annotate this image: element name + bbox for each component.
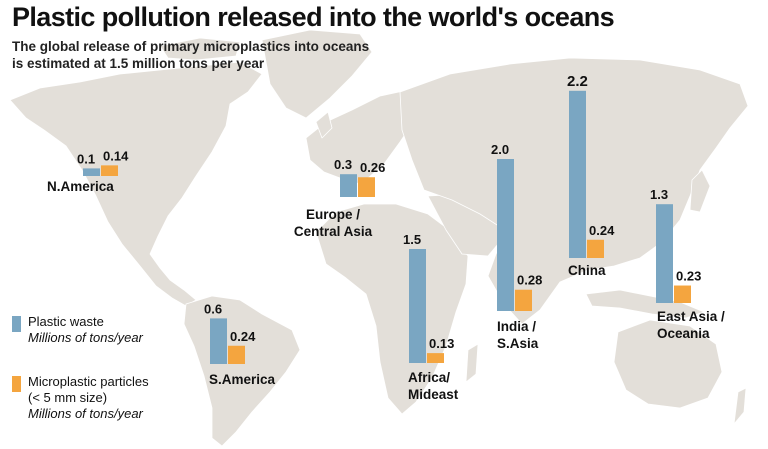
data-label-microplastic: 0.26 [360,160,385,175]
region-label-line: Mideast [408,387,459,402]
map-arctic-islands [159,37,241,61]
chart-title: Plastic pollution released into the worl… [12,2,615,32]
bar-microplastic [674,285,691,303]
legend-unit: Millions of tons/year [28,330,143,345]
bar-plastic-waste [656,204,673,303]
data-label-plastic-waste: 0.6 [204,301,222,316]
data-label-plastic-waste: 0.3 [334,157,352,172]
legend-swatch-microplastic [12,376,21,392]
legend-plastic-waste: Plastic waste Millions of tons/year [12,314,212,348]
region-label-india: India / S.Asia [497,318,538,352]
bar-plastic-waste [497,159,514,311]
bar-plastic-waste [210,318,227,364]
data-label-plastic-waste: 0.1 [77,151,95,166]
data-label-microplastic: 0.14 [103,148,129,163]
map-uk [315,111,333,139]
map-australia [613,319,723,409]
bar-microplastic [587,239,604,258]
region-label-line: East Asia / [657,309,725,324]
data-label-microplastic: 0.28 [517,273,542,288]
data-label-microplastic: 0.13 [429,336,454,351]
map-europe [305,89,421,185]
data-label-microplastic: 0.23 [676,269,701,284]
map-north-america [9,61,263,307]
legend-microplastic: Microplastic particles (< 5 mm size) Mil… [12,374,212,424]
data-label-plastic-waste: 1.3 [650,187,668,202]
chart-layer: 0.1 0.14 0.3 0.26 0.6 0.24 1.5 0.13 2.0 0.28 2.2 0.… [77,73,701,364]
region-label-line: China [568,263,606,278]
region-label-line: Oceania [657,326,710,341]
legend-label: Microplastic particles [28,374,149,389]
region-label-line: Africa/ [408,370,451,385]
region-label-africa: Africa/ Mideast [408,369,458,403]
region-label-line: Europe / [305,207,360,222]
map-new-zealand [733,387,747,425]
data-label-microplastic: 0.24 [589,223,615,238]
bar-plastic-waste [340,174,357,197]
region-label-line: India / [497,319,537,334]
legend-label: Plastic waste [28,314,104,329]
region-label-line: S.Asia [497,336,539,351]
bar-microplastic [427,353,444,363]
bar-microplastic [358,177,375,197]
map-indonesia [585,289,705,319]
legend-swatch-plastic-waste [12,316,21,332]
region-label-line: N.America [47,179,114,194]
legend-unit: Millions of tons/year [28,406,143,421]
region-label-line: S.America [209,372,276,387]
bar-microplastic [101,165,118,176]
region-label-south-america: S.America [209,371,275,388]
bar-microplastic [515,289,532,311]
data-label-plastic-waste: 2.0 [491,142,509,157]
bar-plastic-waste [409,249,426,363]
subtitle-line: The global release of primary microplast… [12,39,370,54]
region-label-line: Central Asia [293,224,373,239]
region-label-north-america: N.America [47,178,114,195]
bar-plastic-waste [83,168,100,176]
data-label-microplastic: 0.24 [230,329,256,344]
data-label-plastic-waste: 2.2 [567,73,588,90]
region-label-china: China [568,262,606,279]
chart-subtitle: The global release of primary microplast… [12,38,432,72]
region-label-europe: Europe / Central Asia [288,206,378,240]
subtitle-line: is estimated at 1.5 million tons per yea… [12,56,265,71]
data-label-plastic-waste: 1.5 [403,232,421,247]
map-japan [689,169,711,213]
map-madagascar [465,343,479,383]
map-greenland [261,29,373,119]
bar-microplastic [228,345,245,364]
region-label-east-asia: East Asia / Oceania [657,308,725,342]
bar-plastic-waste [569,90,586,258]
legend-sub: (< 5 mm size) [28,390,108,405]
